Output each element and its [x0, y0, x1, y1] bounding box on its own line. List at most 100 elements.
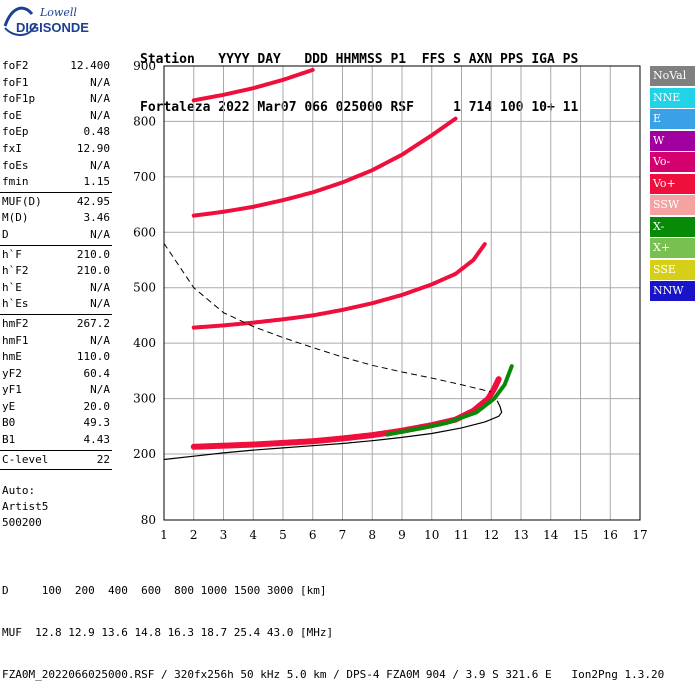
- param-value: 60.4: [83, 366, 111, 380]
- param-name: h`E: [2, 280, 22, 294]
- param-name: foF1: [2, 75, 29, 89]
- param-row: fxI 12.90: [0, 141, 112, 158]
- param-row: foE N/A: [0, 108, 112, 125]
- legend-item: W: [650, 130, 695, 151]
- y-tick-label: 300: [133, 392, 156, 406]
- param-name: foF1p: [2, 92, 36, 106]
- x-tick-label: 3: [220, 528, 228, 542]
- logo-line1: Lowell: [39, 6, 77, 19]
- x-tick-label: 15: [573, 528, 588, 542]
- legend-item: NNW: [650, 281, 695, 301]
- param-row: B0 49.3: [0, 415, 112, 432]
- polarization-legend: NoVal NNE E W Vo- Vo+ SSW X- X+ SSE NNW: [650, 66, 695, 303]
- param-name: h`F2: [2, 264, 29, 278]
- param-row: h`F2 210.0: [0, 263, 112, 280]
- param-value: N/A: [90, 92, 110, 106]
- echo-trace: [191, 67, 315, 103]
- param-row: D N/A: [0, 227, 112, 244]
- x-tick-label: 7: [339, 528, 347, 542]
- param-value: 3.46: [83, 211, 111, 225]
- param-row: h`F 210.0: [0, 247, 112, 264]
- param-separator: [0, 469, 112, 471]
- param-name: yF2: [2, 366, 22, 380]
- param-name: C-level: [2, 452, 49, 466]
- footer-muf: MUF 12.8 12.9 13.6 14.8 16.3 18.7 25.4 4…: [2, 626, 334, 639]
- param-separator: [0, 191, 112, 193]
- param-value: 42.95: [76, 194, 110, 208]
- legend-item: SSE: [650, 259, 695, 280]
- param-value: 0.48: [83, 125, 111, 139]
- param-row: yF2 60.4: [0, 366, 112, 383]
- param-name: D: [2, 227, 9, 241]
- param-value: 210.0: [76, 264, 110, 278]
- param-value: 110.0: [76, 350, 110, 364]
- param-value: 267.2: [76, 316, 110, 330]
- param-row: foEs N/A: [0, 158, 112, 175]
- auto-line-2: 500200: [2, 516, 42, 529]
- x-tick-label: 17: [632, 528, 647, 542]
- param-row: h`E N/A: [0, 280, 112, 297]
- param-name: h`Es: [2, 297, 29, 311]
- param-value: N/A: [90, 158, 110, 172]
- param-row: foF1 N/A: [0, 75, 112, 92]
- param-name: foF2: [2, 59, 29, 72]
- param-name: M(D): [2, 211, 29, 225]
- param-name: foEs: [2, 158, 29, 172]
- legend-item: Vo-: [650, 152, 695, 172]
- param-row: M(D) 3.46: [0, 210, 112, 227]
- param-value: N/A: [90, 108, 110, 122]
- footer-file-info: FZA0M_2022066025000.RSF / 320fx256h 50 k…: [2, 668, 665, 681]
- legend-item: NNE: [650, 87, 695, 108]
- param-name: hmE: [2, 350, 22, 364]
- y-tick-label: 80: [141, 513, 156, 527]
- param-row: foF1p N/A: [0, 91, 112, 108]
- param-name: hmF2: [2, 316, 29, 330]
- param-row: MUF(D) 42.95: [0, 194, 112, 211]
- x-tick-label: 5: [279, 528, 287, 542]
- param-separator: [0, 313, 112, 315]
- param-value: N/A: [90, 280, 110, 294]
- footer: D 100 200 400 600 800 1000 1500 3000 [km…: [2, 556, 698, 696]
- echo-trace: [190, 376, 502, 450]
- x-tick-label: 14: [543, 528, 559, 542]
- y-tick-label: 600: [133, 225, 156, 239]
- legend-item: X-: [650, 216, 695, 237]
- param-value: 12.400: [70, 59, 110, 72]
- param-row: yF1 N/A: [0, 382, 112, 399]
- legend-item: NoVal: [650, 66, 695, 86]
- param-row: B1 4.43: [0, 432, 112, 449]
- legend-item: SSW: [650, 195, 695, 215]
- legend-item: E: [650, 109, 695, 129]
- station-header: Station YYYY DAY DDD HHMMSS P1 FFS S AXN…: [140, 20, 695, 132]
- x-tick-label: 6: [309, 528, 317, 542]
- digisonde-logo: Lowell DIGISONDE: [3, 6, 89, 36]
- param-value: 22: [96, 452, 110, 466]
- param-row: yE 20.0: [0, 399, 112, 416]
- echo-trace: [191, 241, 488, 330]
- x-tick-label: 8: [368, 528, 376, 542]
- header-values: Fortaleza 2022 Mar07 066 025000 RSF 1 71…: [140, 100, 579, 115]
- y-tick-label: 700: [133, 170, 156, 184]
- ionogram-chart: 1 2 3 4 5 6 7 8 9 10 11 12 13 14 15 16 17802003004005006…: [133, 59, 648, 542]
- param-name: yF1: [2, 383, 22, 397]
- logo-line2: DIGISONDE: [16, 20, 89, 35]
- footer-distance: D 100 200 400 600 800 1000 1500 3000 [km…: [2, 584, 327, 597]
- x-tick-label: 16: [603, 528, 618, 542]
- y-tick-label: 400: [133, 336, 156, 350]
- auto-line-1: Artist5: [2, 500, 49, 513]
- plot-frame: [163, 65, 641, 521]
- x-tick-label: 12: [484, 528, 499, 542]
- y-tick-label: 500: [133, 281, 156, 295]
- param-row: fmin 1.15: [0, 174, 112, 191]
- param-row: hmF1 N/A: [0, 333, 112, 350]
- param-value: N/A: [90, 75, 110, 89]
- x-tick-label: 4: [249, 528, 257, 542]
- legend-item: Vo+: [650, 173, 695, 194]
- param-separator: [0, 449, 112, 451]
- x-tick-label: 9: [398, 528, 406, 542]
- param-row: h`Es N/A: [0, 296, 112, 313]
- parameter-panel: foF2 12.400 foF1 N/A foF1p N/A foE N/A foEp 0.48 f…: [0, 58, 112, 471]
- density-profile-line: [163, 400, 503, 461]
- param-value: 210.0: [76, 247, 110, 261]
- param-row: hmF2 267.2: [0, 316, 112, 333]
